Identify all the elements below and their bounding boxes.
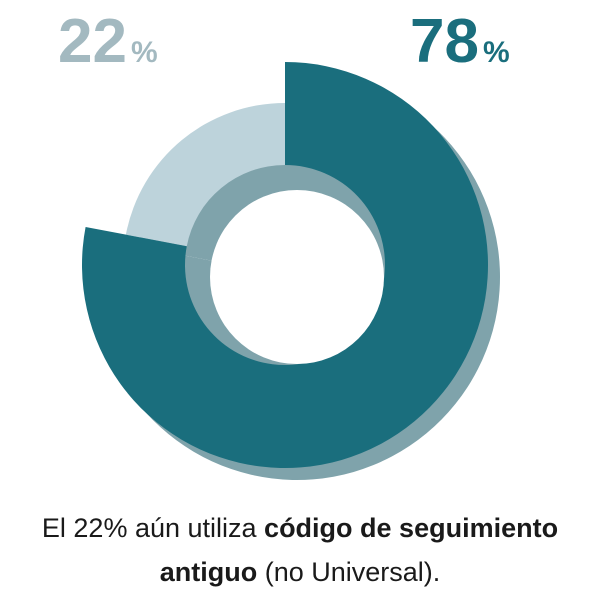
slice: [81, 62, 488, 469]
value-number: 78: [410, 7, 479, 76]
slice: [125, 103, 285, 247]
value-number: 22: [58, 7, 127, 76]
caption-part: El 22% aún utiliza: [41, 513, 265, 543]
chart: 22% 78%: [58, 7, 510, 480]
value-label: 78%: [410, 7, 510, 76]
caption: El 22% aún utiliza código de seguimiento…: [0, 506, 600, 594]
value-unit: %: [483, 36, 510, 69]
caption-part: código de seguimiento antiguo: [159, 513, 559, 587]
donut-hole: [210, 190, 384, 364]
value-unit: %: [131, 36, 158, 69]
value-label: 22%: [58, 7, 158, 76]
caption-part: (no Universal).: [257, 557, 441, 587]
